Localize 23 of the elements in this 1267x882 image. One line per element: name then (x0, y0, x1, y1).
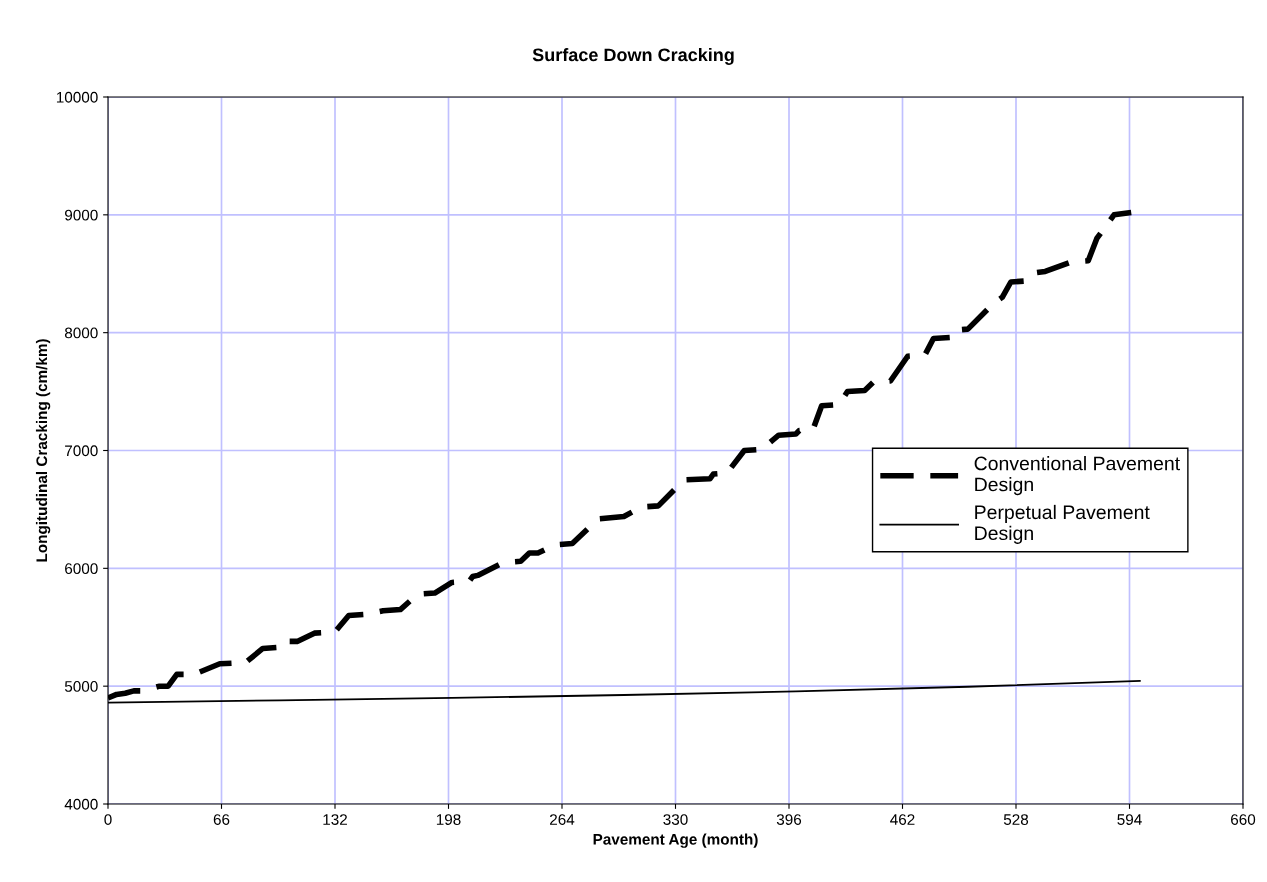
x-tick-label: 528 (1003, 814, 1029, 825)
x-axis-title: Pavement Age (month) (593, 833, 758, 848)
x-tick-label: 132 (323, 814, 347, 825)
x-tick-label: 330 (663, 814, 688, 825)
chart-title: Surface Down Cracking (532, 48, 734, 65)
legend-label: Perpetual Pavement Design (975, 504, 1150, 544)
x-tick-label: 264 (550, 814, 575, 825)
y-tick-label: 4000 (64, 798, 98, 810)
y-axis-title: Longitudinal Cracking (cm/km) (35, 339, 51, 562)
y-tick-label: 10000 (56, 91, 98, 103)
x-tick-label: 462 (890, 814, 915, 825)
x-tick-label: 396 (776, 814, 802, 825)
y-tick-label: 5000 (64, 681, 98, 692)
x-tick-label: 0 (104, 814, 112, 825)
legend-label: Conventional Pavement Design (974, 456, 1180, 496)
x-tick-label: 66 (213, 814, 230, 825)
y-tick-label: 7000 (65, 445, 98, 457)
x-tick-label: 660 (1231, 814, 1256, 825)
y-tick-label: 8000 (64, 327, 98, 339)
x-tick-label: 594 (1117, 814, 1142, 825)
x-tick-label: 198 (436, 814, 461, 825)
y-tick-label: 6000 (65, 563, 98, 575)
y-tick-label: 9000 (65, 209, 98, 221)
